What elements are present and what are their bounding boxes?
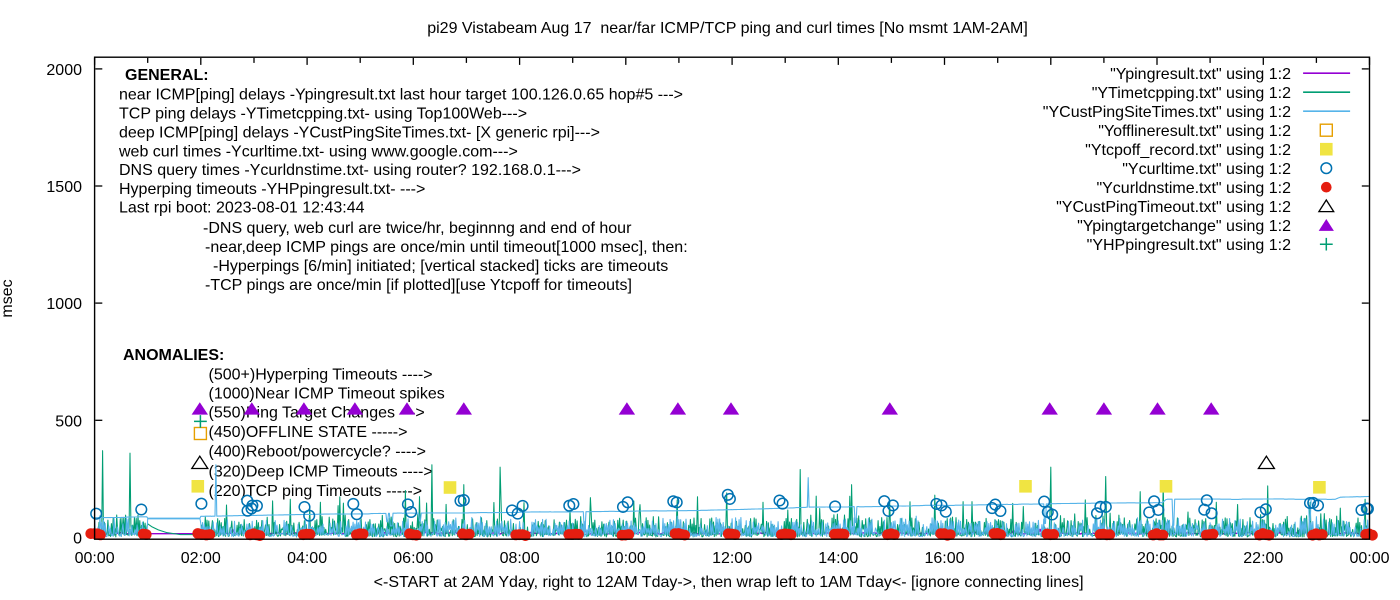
svg-text:"YTimetcpping.txt" using 1:2: "YTimetcpping.txt" using 1:2 xyxy=(1092,85,1291,102)
svg-text:18:00: 18:00 xyxy=(1031,550,1071,567)
svg-text:"YCustPingTimeout.txt" using 1: "YCustPingTimeout.txt" using 1:2 xyxy=(1056,199,1291,216)
svg-text:web curl times -Ycurltime.txt-: web curl times -Ycurltime.txt- using www… xyxy=(118,143,518,160)
svg-text:1500: 1500 xyxy=(46,179,82,196)
svg-text:10:00: 10:00 xyxy=(606,550,646,567)
svg-text:06:00: 06:00 xyxy=(393,550,433,567)
svg-text:-TCP pings are once/min [if pl: -TCP pings are once/min [if plotted][use… xyxy=(205,277,632,294)
svg-text:"YHPpingresult.txt" using 1:2: "YHPpingresult.txt" using 1:2 xyxy=(1087,237,1291,254)
svg-text:00:00: 00:00 xyxy=(75,550,115,567)
svg-text:14:00: 14:00 xyxy=(818,550,858,567)
svg-text:"Ycurldnstime.txt" using 1:2: "Ycurldnstime.txt" using 1:2 xyxy=(1096,180,1291,197)
svg-text:(450)OFFLINE STATE ----->: (450)OFFLINE STATE -----> xyxy=(209,424,408,441)
svg-text:08:00: 08:00 xyxy=(500,550,540,567)
svg-text:DNS query times -Ycurldnstime.: DNS query times -Ycurldnstime.txt- using… xyxy=(119,162,581,179)
svg-text:(1000)Near ICMP Timeout spikes: (1000)Near ICMP Timeout spikes xyxy=(209,385,445,402)
svg-text:00:00: 00:00 xyxy=(1349,550,1389,567)
svg-text:"Ypingtargetchange" using 1:2: "Ypingtargetchange" using 1:2 xyxy=(1077,218,1291,235)
svg-text:(500+)Hyperping Timeouts ---->: (500+)Hyperping Timeouts ----> xyxy=(209,367,433,384)
svg-text:-Hyperpings [6/min] initiated;: -Hyperpings [6/min] initiated; [vertical… xyxy=(213,258,668,275)
svg-text:-near,deep ICMP pings are once: -near,deep ICMP pings are once/min until… xyxy=(205,239,688,256)
svg-text:(320)Deep ICMP Timeouts ---->: (320)Deep ICMP Timeouts ----> xyxy=(209,463,433,480)
svg-text:"Ytcpoff_record.txt" using 1:2: "Ytcpoff_record.txt" using 1:2 xyxy=(1085,142,1291,159)
svg-text:500: 500 xyxy=(55,413,82,430)
svg-text:"YCustPingSiteTimes.txt" using: "YCustPingSiteTimes.txt" using 1:2 xyxy=(1043,104,1291,121)
svg-text:deep ICMP[ping] delays -YCustP: deep ICMP[ping] delays -YCustPingSiteTim… xyxy=(119,125,600,142)
svg-text:"Ypingresult.txt" using 1:2: "Ypingresult.txt" using 1:2 xyxy=(1110,66,1291,83)
svg-text:02:00: 02:00 xyxy=(181,550,221,567)
svg-text:(550)Ping Target Changes --->: (550)Ping Target Changes ---> xyxy=(209,405,425,422)
svg-text:GENERAL:: GENERAL: xyxy=(125,67,209,84)
svg-text:TCP ping delays -YTimetcpping.: TCP ping delays -YTimetcpping.txt- using… xyxy=(119,106,527,123)
svg-text:2000: 2000 xyxy=(46,62,82,79)
svg-text:16:00: 16:00 xyxy=(924,550,964,567)
svg-text:<-START at 2AM Yday, right to: <-START at 2AM Yday, right to 12AM Tday-… xyxy=(374,574,1084,591)
svg-text:22:00: 22:00 xyxy=(1243,550,1283,567)
svg-text:ANOMALIES:: ANOMALIES: xyxy=(123,347,224,364)
svg-text:msec: msec xyxy=(0,279,16,317)
svg-text:-DNS query, web curl are twice: -DNS query, web curl are twice/hr, begin… xyxy=(203,220,632,237)
svg-text:Hyperping timeouts -YHPpingres: Hyperping timeouts -YHPpingresult.txt- -… xyxy=(119,181,425,198)
svg-text:(400)Reboot/powercycle? ---->: (400)Reboot/powercycle? ----> xyxy=(209,444,426,461)
svg-text:"Ycurltime.txt" using 1:2: "Ycurltime.txt" using 1:2 xyxy=(1122,161,1291,178)
svg-text:pi29 Vistabeam Aug 17 near/fa: pi29 Vistabeam Aug 17 near/far ICMP/TCP … xyxy=(427,20,1028,37)
svg-text:(220)TCP ping Timeouts ----->: (220)TCP ping Timeouts -----> xyxy=(209,483,423,500)
svg-text:1000: 1000 xyxy=(46,296,82,313)
svg-text:near ICMP[ping] delays -Ypingr: near ICMP[ping] delays -Ypingresult.txt … xyxy=(119,87,683,104)
svg-text:04:00: 04:00 xyxy=(287,550,327,567)
svg-text:0: 0 xyxy=(73,530,82,547)
svg-text:20:00: 20:00 xyxy=(1137,550,1177,567)
svg-text:"Yofflineresult.txt" using 1:2: "Yofflineresult.txt" using 1:2 xyxy=(1098,123,1291,140)
svg-text:Last rpi boot: 2023-08-01 12:4: Last rpi boot: 2023-08-01 12:43:44 xyxy=(119,200,365,217)
svg-text:12:00: 12:00 xyxy=(712,550,752,567)
